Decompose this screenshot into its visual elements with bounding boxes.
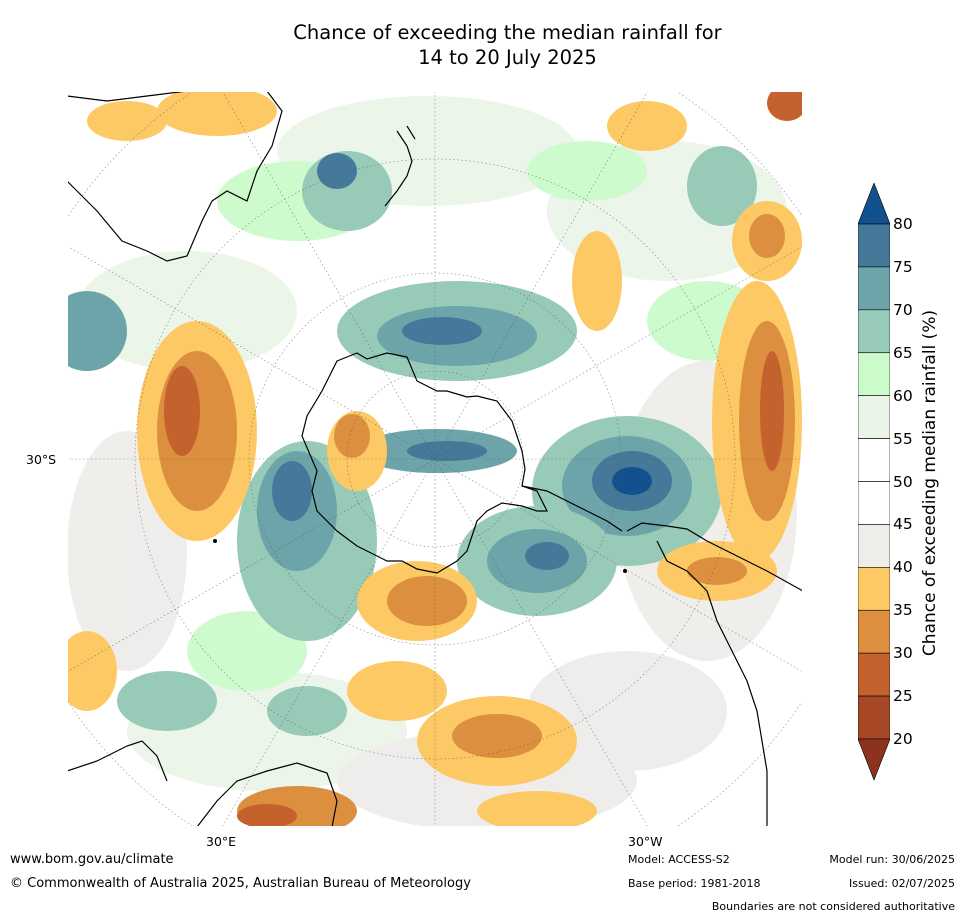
footer-issued: Issued: 02/07/2025 [848,877,955,890]
colorbar-tick-20: 20 [893,730,913,748]
colorbar-tick-60: 60 [893,386,913,405]
colorbar-tick-70: 70 [893,300,913,319]
australia-coastline [67,91,283,262]
antarctica-coastline [301,352,548,574]
title-line-1: Chance of exceeding the median rainfall … [293,21,722,44]
colorbar-tick-25: 25 [893,687,913,706]
colorbar-tick-80: 80 [893,215,913,233]
colorbar-tick-65: 65 [893,343,913,362]
lon-label-30w: 30°W [628,834,663,849]
colorbar-bin-70-75 [858,266,890,311]
colorbar-bin-35-40 [858,567,890,611]
colorbar-bin-30-35 [858,609,890,654]
colorbar [858,183,890,781]
colorbar-label: Chance of exceeding median rainfall (%) [920,309,940,657]
colorbar-tick-50: 50 [893,472,913,491]
chart-title: Chance of exceeding the median rainfall … [0,20,965,70]
colorbar-bin-45-50 [858,481,890,525]
colorbar-tick-55: 55 [893,429,913,448]
wet-anomaly [67,146,757,736]
graticule [67,91,803,827]
antarctic-peninsula [521,485,623,532]
footer-copyright: © Commonwealth of Australia 2025, Austra… [10,876,471,891]
africa-coastline [67,740,338,827]
colorbar-bottom-arrow [858,738,890,781]
footer-disclaimer: Boundaries are not considered authoritat… [711,900,955,913]
rainfall-map [67,91,803,827]
title-line-2: 14 to 20 July 2025 [418,46,597,69]
new-zealand-coastline [384,125,416,207]
lat-label-30s: 30°S [26,452,57,467]
dry-anomaly [67,91,803,827]
colorbar-tick-35: 35 [893,601,913,620]
colorbar-bin-25-30 [858,652,890,697]
colorbar-top-arrow [858,183,890,225]
footer-url: www.bom.gov.au/climate [10,852,174,867]
colorbar-tick-30: 30 [893,644,913,663]
colorbar-tick-75: 75 [893,257,913,276]
south-america-coastline [626,522,803,827]
colorbar-bin-20-25 [858,695,890,740]
footer-model: Model: ACCESS-S2 [628,853,730,866]
colorbar-bin-40-45 [858,524,890,568]
lon-label-30e: 30°E [206,834,237,849]
footer-base-period: Base period: 1981-2018 [628,877,761,890]
colorbar-bin-50-55 [858,438,890,482]
map-svg [67,91,803,827]
colorbar-bin-65-70 [858,309,890,354]
footer-model-run: Model run: 30/06/2025 [829,853,955,866]
colorbar-bin-55-60 [858,395,890,439]
colorbar-tick-45: 45 [893,515,913,534]
colorbar-bin-60-65 [858,352,890,396]
colorbar-bin-75-80 [858,223,890,268]
colorbar-tick-40: 40 [893,558,913,577]
